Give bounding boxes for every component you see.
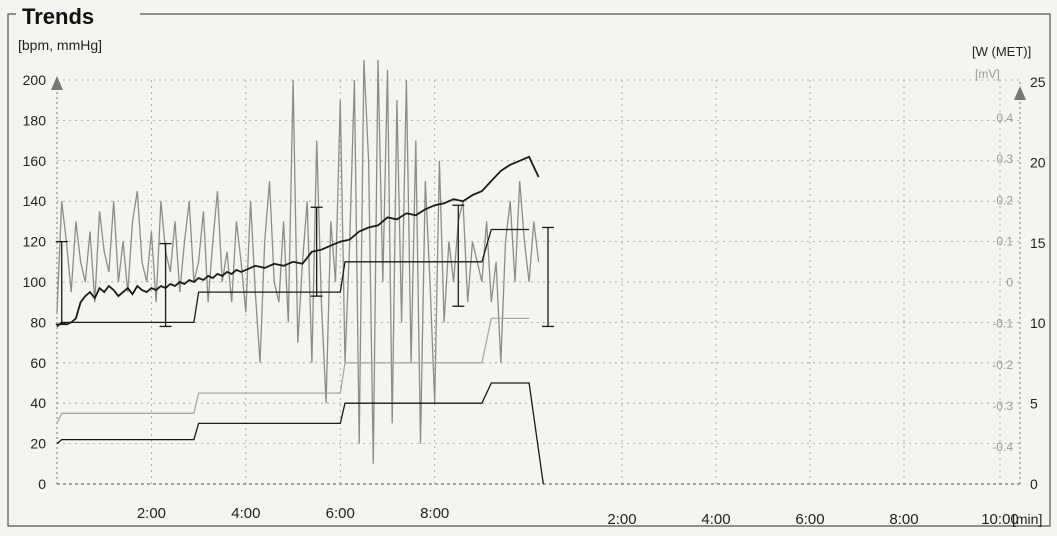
chart-frame [7, 13, 1051, 527]
x-tick-label-first: 6:00 [326, 505, 355, 522]
right-outer-tick-label: 0 [1030, 476, 1038, 492]
x-tick-label-second: 2:00 [607, 511, 636, 528]
x-tick-label-second: 4:00 [701, 511, 730, 528]
series-line-lower-step [56, 382, 544, 485]
right-outer-tick-label: 20 [1030, 154, 1046, 170]
series-line-mid-step [56, 317, 530, 424]
grid-lines [57, 79, 1020, 485]
x-tick-label-first: 2:00 [137, 505, 166, 522]
x-tick-label-first: 8:00 [420, 505, 449, 522]
left-tick-label: 180 [23, 112, 47, 128]
left-tick-label: 60 [30, 355, 46, 371]
right-inner-tick-label: -0.2 [992, 358, 1013, 372]
left-tick-label: 80 [30, 314, 46, 330]
y-axis-label-left: [bpm, mmHg] [18, 37, 102, 53]
x-tick-label-first: 4:00 [231, 505, 260, 522]
right-inner-tick-label: 0.4 [996, 111, 1013, 125]
left-tick-label: 100 [23, 274, 47, 290]
right-inner-tick-label: -0.4 [992, 440, 1013, 454]
series-layer [55, 59, 554, 485]
x-tick-label-second: 10:00 [981, 511, 1019, 528]
left-tick-label: 0 [38, 476, 46, 492]
x-tick-label-second: 6:00 [795, 511, 824, 528]
right-inner-tick-label: 0 [1006, 276, 1013, 290]
right-outer-tick-label: 15 [1030, 235, 1046, 251]
right-outer-tick-label: 5 [1030, 396, 1038, 412]
series-line-upper-step [56, 228, 530, 327]
left-tick-label: 40 [30, 395, 46, 411]
right-inner-tick-label: 0.3 [996, 152, 1013, 166]
x-axis-label: [min] [1012, 511, 1042, 527]
y-axis-label-right-outer: [W (MET)] [972, 44, 1031, 59]
left-tick-label: 140 [23, 193, 47, 209]
labels-layer: Trends [bpm, mmHg] [W (MET)] [mV] [min] 0 20 40… [18, 4, 1046, 528]
right-inner-tick-label: -0.3 [992, 399, 1013, 413]
left-tick-label: 200 [23, 72, 47, 88]
series-line-heart-rate [56, 155, 540, 328]
left-tick-label: 20 [30, 436, 46, 452]
y-axis-label-right-inner: [mV] [975, 67, 1000, 81]
left-axis-arrow [51, 76, 63, 90]
left-tick-label: 160 [23, 153, 47, 169]
left-tick-label: 120 [23, 234, 47, 250]
axes [51, 76, 1026, 485]
chart-title: Trends [22, 4, 94, 29]
x-tick-label-second: 8:00 [889, 511, 918, 528]
frame-border [7, 13, 1051, 527]
right-inner-tick-label: 0.2 [996, 193, 1013, 207]
right-inner-tick-label: -0.1 [992, 317, 1013, 331]
right-axis-arrow [1014, 86, 1026, 100]
right-outer-tick-label: 25 [1030, 74, 1046, 90]
right-inner-tick-label: 0.1 [996, 234, 1013, 248]
right-outer-tick-label: 10 [1030, 315, 1046, 331]
